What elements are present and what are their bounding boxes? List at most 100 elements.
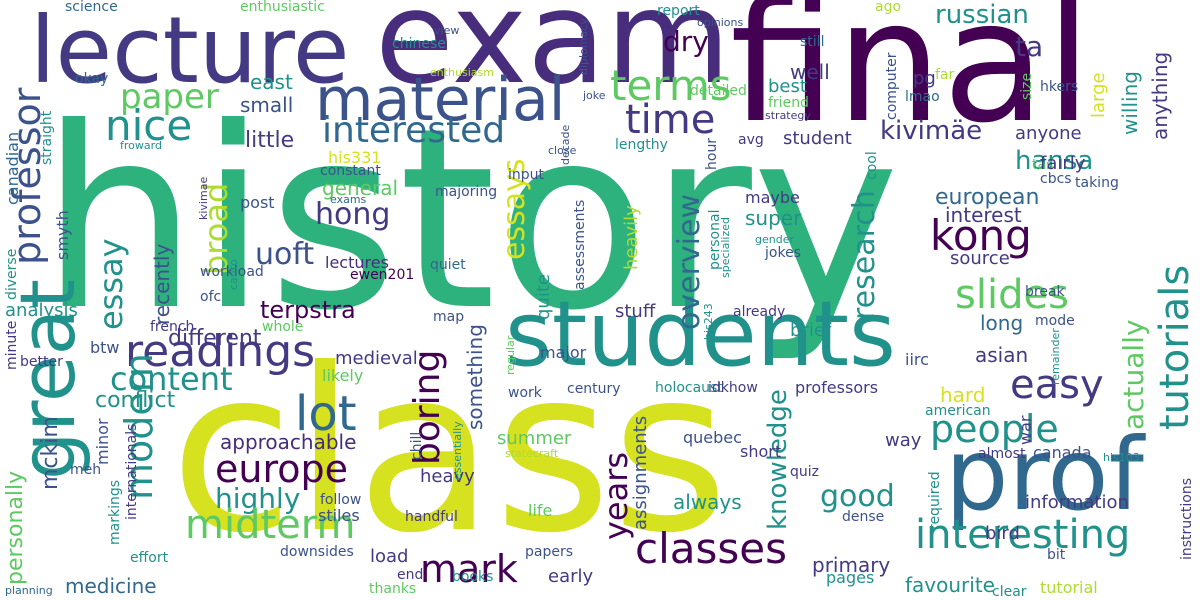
word-exams: exams — [330, 193, 367, 206]
word-well: well — [790, 60, 830, 84]
word-markings: markings — [107, 479, 123, 545]
word-general: general — [322, 176, 399, 200]
word-kivimae: kivimae — [197, 176, 210, 220]
word-student: student — [783, 128, 852, 149]
word-time: time — [625, 97, 716, 143]
word-iirc: iirc — [905, 350, 929, 369]
word-medieval: medieval — [335, 348, 418, 369]
word-already: already — [733, 304, 786, 320]
word-mode: mode — [1035, 313, 1075, 329]
word-his243: his243 — [702, 303, 715, 340]
word-anything: anything — [1148, 51, 1172, 140]
word-effort: effort — [130, 550, 169, 566]
word-hansa: hansa — [1015, 146, 1094, 176]
word-follow: follow — [320, 492, 362, 508]
word-essentially: essentially — [451, 421, 464, 480]
word-actually: actually — [1117, 319, 1150, 430]
word-russian: russian — [935, 0, 1029, 30]
word-still: still — [800, 34, 825, 50]
word-avg: avg — [738, 132, 764, 148]
word-hard: hard — [940, 383, 986, 407]
word-super: super — [745, 206, 802, 230]
word-summer: summer — [497, 428, 572, 449]
word-brief: brief — [790, 320, 832, 341]
word-lecture: lecture — [30, 0, 350, 104]
word-likely: likely — [322, 366, 364, 385]
word-willing: willing — [1118, 71, 1142, 135]
word-break: break — [1025, 284, 1065, 300]
word-asian: asian — [975, 343, 1029, 367]
word-diplomacy: diplomacy — [577, 18, 590, 75]
word-hong: hong — [315, 197, 391, 232]
word-science: science — [65, 0, 118, 15]
word-smyth: smyth — [53, 210, 72, 260]
word-meh: meh — [70, 462, 102, 478]
word-fairly: fairly — [1040, 153, 1086, 174]
word-kong: kong — [930, 211, 1032, 260]
word-minor: minor — [93, 418, 112, 465]
word-final: final — [730, 0, 1092, 160]
word-tutorial: tutorial — [1040, 578, 1098, 597]
word-statecraft: statecraft — [505, 447, 559, 460]
word-tutorials: tutorials — [1152, 264, 1198, 430]
word-lectures: lectures — [325, 253, 389, 272]
word-best: best — [768, 76, 807, 97]
word-early: early — [548, 566, 594, 587]
word-clear: clear — [992, 584, 1027, 600]
word-favourite: favourite — [905, 573, 995, 597]
word-map: map — [433, 309, 465, 325]
word-midterm: midterm — [185, 502, 356, 548]
word-interested: interested — [322, 110, 506, 151]
word-instructions: instructions — [1179, 478, 1195, 560]
word-stiles: stiles — [318, 506, 360, 525]
word-personally: personally — [3, 470, 28, 585]
word-chill: chill — [409, 431, 425, 460]
word-dry: dry — [663, 25, 709, 58]
word-planning: planning — [5, 584, 53, 597]
word-input: input — [508, 167, 545, 183]
word-interest: interest — [945, 203, 1022, 227]
word-specialized: specialized — [719, 217, 732, 278]
word-canadian: canadian — [3, 131, 22, 205]
word-post: post — [240, 193, 275, 212]
word-highly: highly — [215, 482, 301, 515]
word-readings: readings — [125, 326, 316, 377]
word-prof: prof — [945, 416, 1144, 533]
word-information: information — [1025, 492, 1129, 513]
word-ago: ago — [875, 0, 902, 15]
word-assessments: assessments — [572, 199, 588, 290]
word-internationals: internationals — [124, 423, 140, 520]
word-large: large — [1088, 72, 1109, 118]
word-straight: straight — [39, 110, 55, 165]
word-ewen201: ewen201 — [350, 267, 415, 283]
word-century: century — [567, 381, 621, 397]
word-something: something — [463, 324, 487, 430]
word-ta: ta — [1015, 30, 1044, 63]
word-class: class — [170, 321, 729, 583]
word-size: size — [1019, 72, 1035, 100]
word-holocaust: holocaust — [655, 380, 723, 396]
word-lmao: lmao — [905, 89, 940, 105]
word-majoring: majoring — [435, 184, 498, 200]
word-french: french — [150, 319, 195, 335]
word-view: view — [434, 24, 460, 37]
word-small: small — [240, 93, 294, 117]
word-interesting: interesting — [915, 512, 1131, 558]
word-handful: handful — [405, 509, 458, 525]
word-hour: hour — [704, 137, 720, 170]
word-books: books — [452, 569, 494, 585]
word-years: years — [597, 451, 635, 540]
word-end: end — [397, 567, 424, 583]
word-essay: essay — [92, 238, 130, 330]
word-constant: constant — [320, 163, 381, 179]
word-medicine: medicine — [65, 574, 157, 598]
word-ofc: ofc — [200, 289, 222, 305]
word-content: content — [110, 360, 233, 398]
word-terms: terms — [610, 61, 732, 110]
word-analysis: analysis — [5, 300, 78, 321]
word-easy: easy — [1010, 362, 1104, 408]
word-enthusiasm: enthusiasm — [430, 66, 494, 79]
word-war: war — [1016, 415, 1035, 445]
word-downsides: downsides — [280, 544, 354, 560]
